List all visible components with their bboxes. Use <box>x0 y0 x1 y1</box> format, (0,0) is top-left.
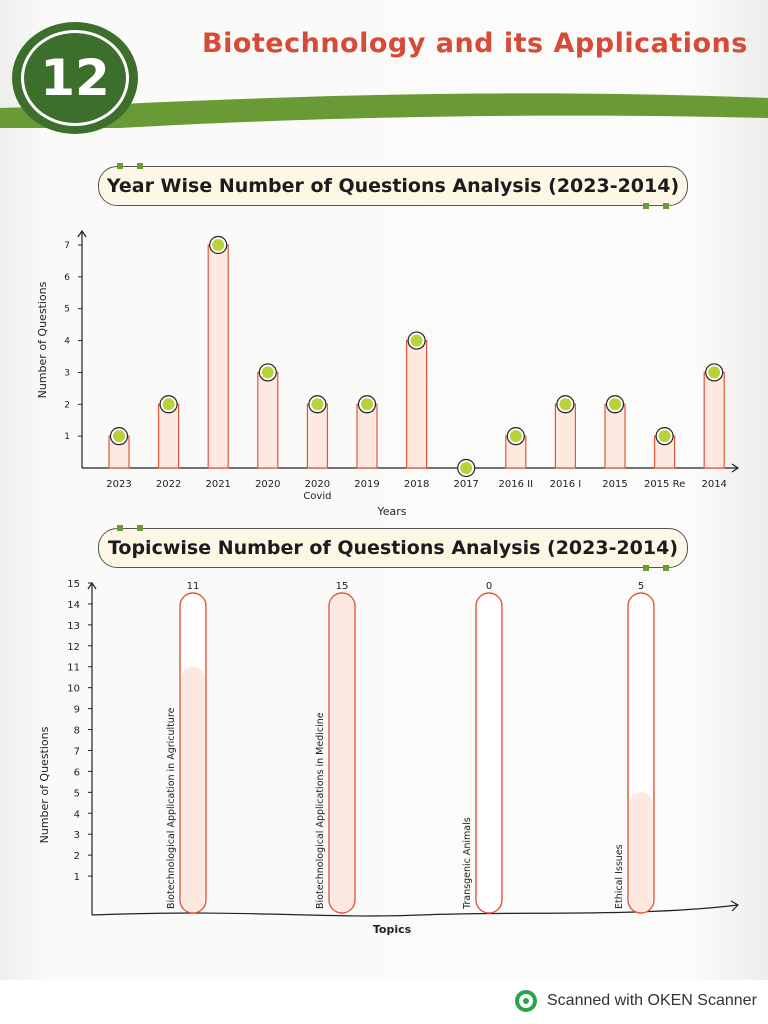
y-axis-label: Number of Questions <box>36 281 49 398</box>
bar <box>703 371 725 469</box>
chapter-title: Biotechnology and its Applications <box>202 28 748 59</box>
year-chart-title: Year Wise Number of Questions Analysis (… <box>106 175 680 197</box>
y-tick-label: 7 <box>74 746 80 757</box>
bar-marker <box>460 462 473 474</box>
x-tick-label: Transgenic Animals <box>462 817 473 910</box>
y-tick-label: 5 <box>74 788 80 799</box>
bar <box>330 594 354 912</box>
chapter-number: 12 <box>21 30 129 126</box>
y-tick-label: 2 <box>64 400 70 410</box>
y-tick-label: 7 <box>64 241 70 251</box>
x-tick-label: 2022 <box>156 479 181 490</box>
y-tick-label: 9 <box>74 705 80 716</box>
bar <box>181 666 205 912</box>
x-axis-label: Topics <box>373 923 412 936</box>
bar-marker <box>113 430 125 443</box>
y-tick-label: 5 <box>64 305 70 315</box>
y-tick-label: 1 <box>64 432 70 442</box>
bar-marker <box>410 334 423 347</box>
scanner-watermark: Scanned with OKEN Scanner <box>515 990 757 1012</box>
y-tick-label: 11 <box>67 663 80 674</box>
y-tick-label: 10 <box>67 684 80 695</box>
bar-marker <box>261 366 274 379</box>
topic-wise-bar-chart: Number of Questions Topics 1234567891011… <box>38 579 739 936</box>
bar-marker <box>162 398 175 411</box>
x-tick-label: 2015 <box>602 479 627 490</box>
y-tick-label: 6 <box>64 273 70 283</box>
scanner-footer <box>0 980 768 1024</box>
bar <box>604 403 626 469</box>
x-tick-label: 2021 <box>205 479 230 490</box>
bar-marker <box>708 366 721 379</box>
x-axis-arrow <box>730 900 739 912</box>
data-label: 0 <box>486 581 492 592</box>
x-tick-label: 2019 <box>354 479 379 490</box>
scanner-text: Scanned with OKEN Scanner <box>547 992 757 1009</box>
year-chart-title-box: Year Wise Number of Questions Analysis (… <box>98 163 688 209</box>
decor-square <box>643 203 649 209</box>
bar-marker <box>311 398 324 411</box>
x-tick-label: 2017 <box>453 479 478 490</box>
y-tick-label: 8 <box>74 726 80 737</box>
data-label: 15 <box>336 581 349 592</box>
y-tick-label: 2 <box>74 851 80 862</box>
y-tick-label: 4 <box>64 337 70 347</box>
x-tick-label: 2020 <box>305 479 330 490</box>
bar-marker <box>658 430 671 443</box>
y-tick-label: 6 <box>74 767 80 778</box>
x-tick-label: 2015 Re <box>644 479 685 490</box>
data-label: 11 <box>187 581 200 592</box>
x-tick-label: Covid <box>303 491 331 502</box>
data-label: 5 <box>638 581 644 592</box>
decor-square <box>663 565 669 571</box>
x-tick-label: Biotechnological Applications in Medicin… <box>315 712 326 909</box>
year-wise-bar-chart: Number of Questions Years 1 2 3 4 5 6 7 2023 202… <box>36 229 740 518</box>
bar <box>306 403 328 469</box>
x-tick-label: 2014 <box>701 479 726 490</box>
topic-chart-title: Topicwise Number of Questions Analysis (… <box>107 537 679 559</box>
bar-marker <box>509 430 522 443</box>
bar <box>356 403 378 469</box>
x-tick-label: 2016 II <box>499 479 534 490</box>
bar <box>158 403 180 469</box>
decor-square <box>117 163 123 169</box>
y-tick-label: 4 <box>74 809 80 820</box>
bar <box>406 339 428 469</box>
x-tick-label: 2023 <box>106 479 131 490</box>
bar-marker <box>559 398 572 411</box>
chapter-number-badge: 12 <box>12 22 138 134</box>
y-tick-label: 15 <box>67 579 80 590</box>
x-tick-label: 2018 <box>404 479 429 490</box>
y-axis-arrow <box>77 229 87 238</box>
bar <box>257 371 279 469</box>
bar-marker <box>212 239 225 251</box>
topic-chart-title-box: Topicwise Number of Questions Analysis (… <box>98 525 688 571</box>
bar-marker <box>361 398 373 411</box>
decor-square <box>663 203 669 209</box>
bar <box>554 403 577 469</box>
decor-square <box>137 163 143 169</box>
y-tick-label: 12 <box>67 642 80 653</box>
y-tick-label: 14 <box>67 600 80 611</box>
y-tick-label: 3 <box>74 830 80 841</box>
x-tick-label: Ethical Issues <box>614 844 625 909</box>
x-tick-label: Biotechnological Application in Agricult… <box>166 707 177 909</box>
decor-square <box>643 565 649 571</box>
x-tick-label: 2016 I <box>550 479 582 490</box>
chapter-header-band <box>0 93 768 128</box>
bar-marker <box>609 398 621 411</box>
y-tick-label: 3 <box>64 368 70 378</box>
decor-square <box>137 525 143 531</box>
bar-capsule <box>475 592 503 914</box>
x-axis-label: Years <box>376 505 406 518</box>
x-tick-label: 2020 <box>255 479 280 490</box>
x-axis-arrow <box>731 463 740 473</box>
y-tick-label: 13 <box>67 621 80 632</box>
scanner-logo-icon <box>515 990 537 1012</box>
bar <box>629 792 653 912</box>
bar <box>207 244 229 469</box>
y-axis-label: Number of Questions <box>38 726 51 843</box>
y-tick-label: 1 <box>74 872 80 883</box>
decor-square <box>117 525 123 531</box>
